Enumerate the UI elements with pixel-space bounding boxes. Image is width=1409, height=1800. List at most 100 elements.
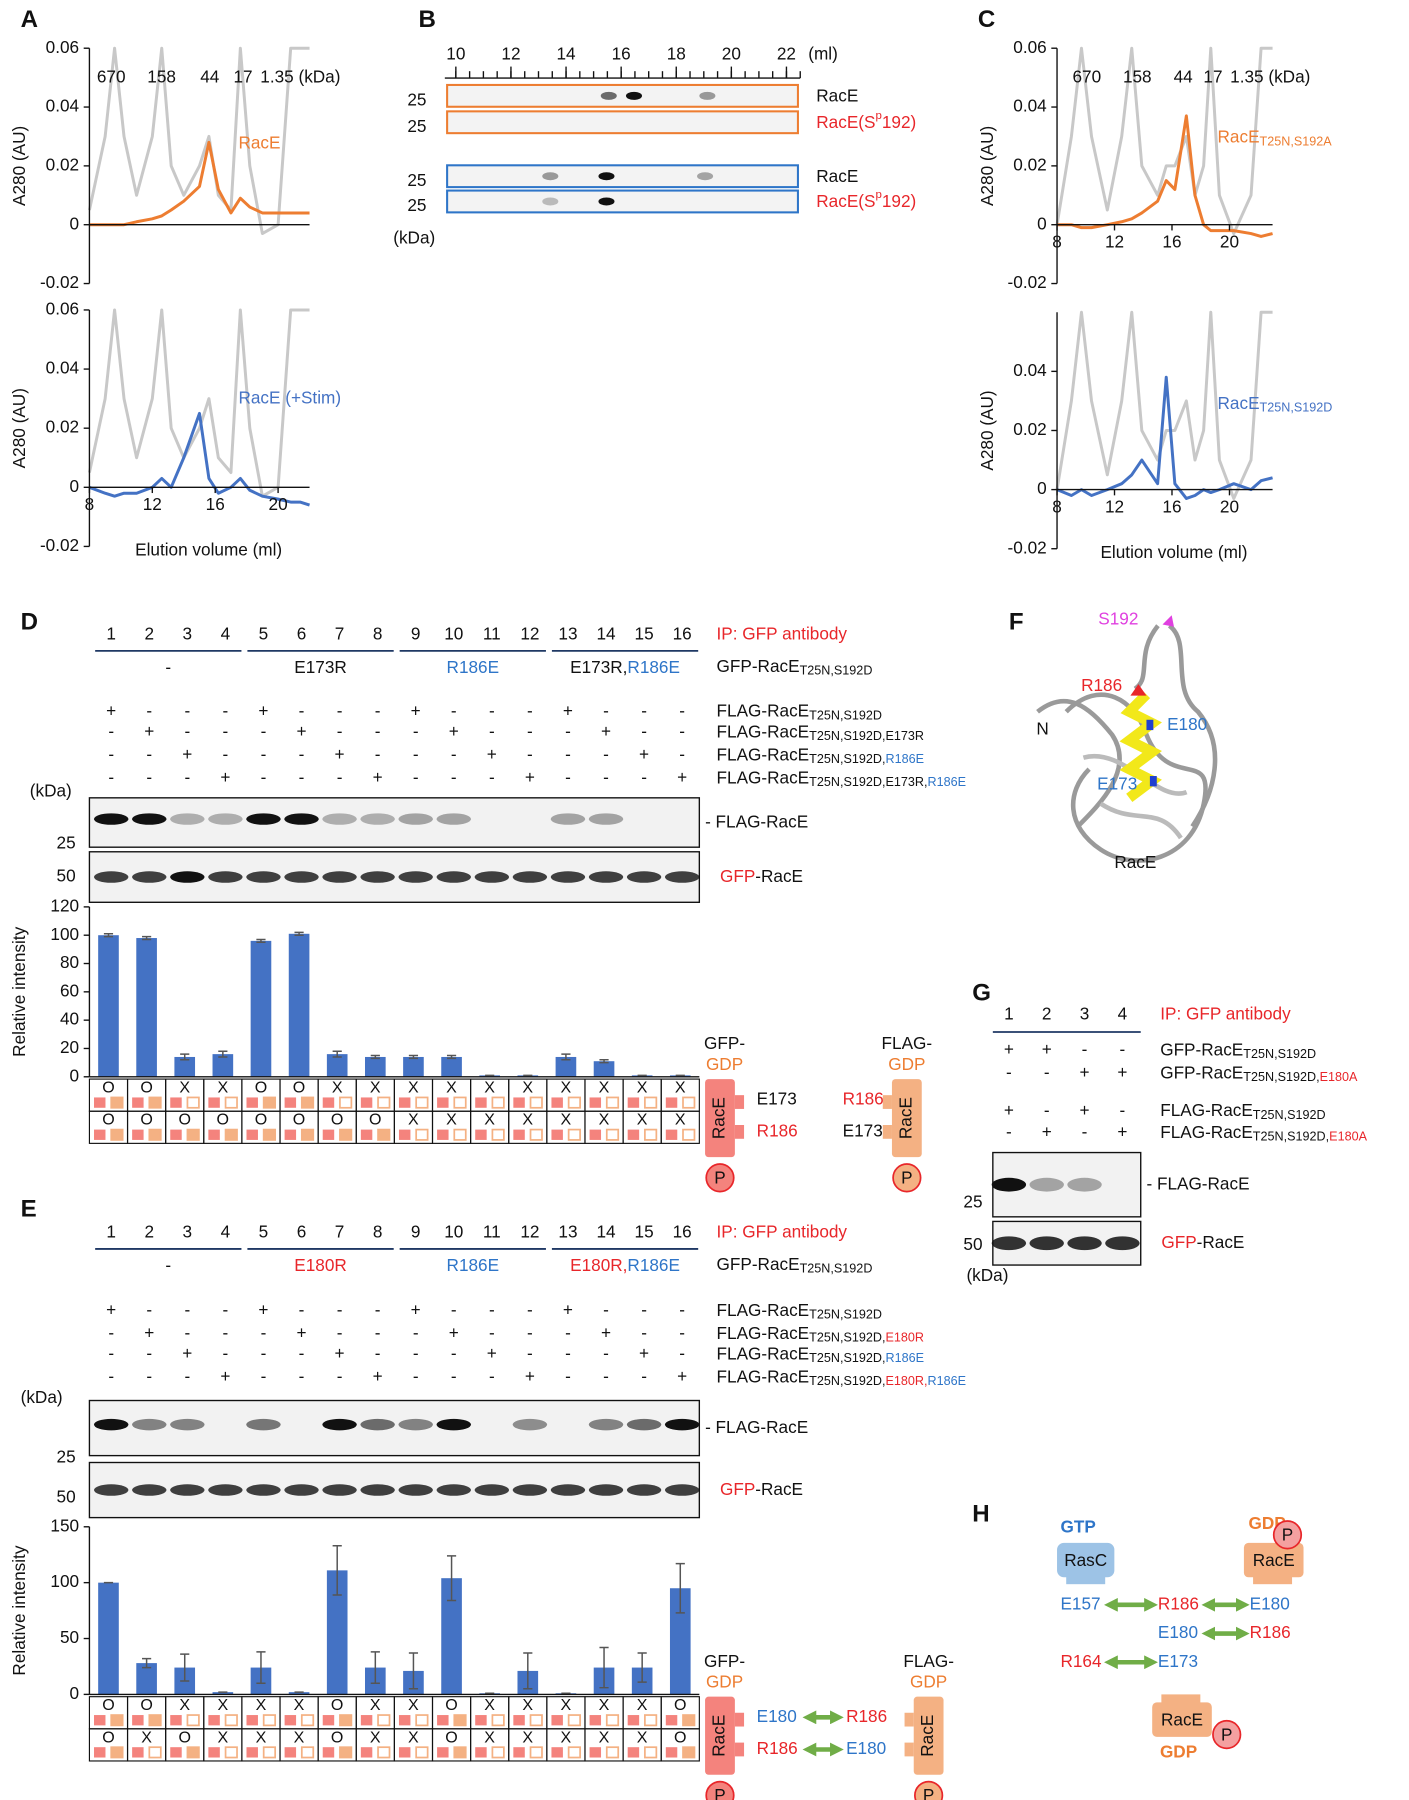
race-icon	[1161, 1694, 1201, 1704]
flag-label-part: R186E	[928, 1374, 967, 1388]
panel-label: B	[418, 6, 435, 33]
ruler-label: 12	[501, 44, 520, 64]
band	[512, 1484, 548, 1496]
bar	[174, 1056, 196, 1077]
lane-number: 6	[297, 1221, 307, 1241]
band	[1105, 1236, 1140, 1251]
structure-label: E173	[1097, 774, 1137, 794]
site-label: E173	[843, 1120, 883, 1140]
bar	[288, 933, 310, 1077]
band	[246, 871, 281, 883]
lane-number: 10	[444, 1221, 463, 1241]
table-mark: X	[522, 1111, 533, 1129]
table-mark: X	[217, 1696, 228, 1714]
lane-label-part: 192)	[882, 191, 916, 211]
cell-icon	[322, 1097, 335, 1108]
lane-number: 5	[259, 623, 269, 643]
sign: -	[565, 744, 571, 764]
sign: -	[641, 721, 647, 741]
y-axis-label: Relative intensity	[9, 926, 29, 1056]
cell-icon	[186, 1746, 200, 1759]
flag-label: FLAG-RacET25N,S192D,R186E	[717, 1343, 924, 1365]
error-bar	[637, 1652, 647, 1683]
construct-label-part: T25N,S192D,	[1243, 1070, 1319, 1084]
panel-label: F	[1009, 609, 1024, 636]
series-label: RacE	[238, 132, 280, 152]
residue-label: E180	[1250, 1593, 1290, 1613]
mw-marker: 25	[57, 1446, 76, 1466]
band	[512, 1418, 548, 1431]
blot-label-part: -RacE	[1197, 1232, 1245, 1252]
cell-icon	[567, 1128, 581, 1141]
site-label: E180	[757, 1706, 797, 1726]
x-tick-label: 8	[85, 494, 95, 514]
blot-label: GFP-RacE	[720, 1479, 803, 1499]
cell-icon	[437, 1715, 449, 1726]
flag-label-part: T25N,S192D	[809, 709, 882, 723]
sign: -	[641, 700, 647, 720]
band	[208, 871, 243, 883]
y-tick-label: 80	[60, 952, 79, 972]
structure-part	[1099, 801, 1183, 840]
table-mark: X	[446, 1079, 457, 1097]
mw-marker: 25	[407, 195, 426, 215]
band	[436, 1418, 471, 1431]
blot-label: - FLAG-RacE	[1146, 1173, 1249, 1193]
construct-label-part: GFP-RacE	[1160, 1062, 1243, 1082]
series-label-part: RacE	[238, 132, 280, 152]
ruler-unit: (ml)	[808, 44, 838, 64]
cell-icon	[208, 1715, 220, 1726]
lane-label-part: RacE	[816, 85, 858, 105]
sign: +	[411, 1300, 421, 1320]
helix-marks-part	[1130, 684, 1147, 696]
table-mark: O	[255, 1111, 267, 1129]
sign: -	[299, 1343, 305, 1363]
cell-icon	[339, 1746, 353, 1759]
cell-icon	[415, 1096, 429, 1109]
trace	[87, 46, 310, 236]
cell-icon	[148, 1128, 162, 1141]
sign: -	[375, 1300, 381, 1320]
sign: +	[106, 700, 116, 720]
legend-label: FLAG-	[903, 1651, 954, 1671]
error-bar	[446, 1555, 457, 1602]
series-label: RacET25N,S192A	[1218, 126, 1333, 148]
cell-icon	[513, 1715, 525, 1726]
mw-marker: 50	[963, 1234, 982, 1254]
lane-label-part: 192)	[882, 111, 916, 131]
sign: -	[184, 1322, 190, 1342]
sign: -	[451, 744, 457, 764]
protein-label: RasC	[1064, 1550, 1107, 1570]
construct-label-part: FLAG-RacE	[1160, 1100, 1253, 1120]
sign: +	[1117, 1062, 1127, 1082]
sign: +	[1080, 1100, 1090, 1120]
sign: +	[411, 700, 421, 720]
cell-icon	[644, 1746, 658, 1759]
sign: -	[451, 700, 457, 720]
mw-marker: 25	[963, 1192, 982, 1212]
group-label: E173R,R186E	[570, 657, 680, 677]
cell-icon	[491, 1746, 505, 1759]
table-mark: X	[408, 1696, 419, 1714]
cell-icon	[682, 1096, 696, 1109]
band	[170, 1418, 205, 1431]
cell-icon	[513, 1129, 525, 1140]
cell-icon	[453, 1096, 467, 1109]
band	[1067, 1236, 1102, 1251]
band	[542, 197, 559, 206]
band	[322, 1484, 357, 1496]
sign: -	[451, 1343, 457, 1363]
series-label: RacE (+Stim)	[238, 387, 341, 407]
sign: -	[451, 1366, 457, 1386]
cell-icon	[170, 1129, 182, 1140]
lane-number: 13	[558, 1221, 577, 1241]
y-axis-label: A280 (AU)	[977, 390, 997, 470]
site-label: R186	[757, 1738, 798, 1758]
trace	[89, 140, 310, 227]
bar	[250, 940, 272, 1077]
sign: -	[337, 1366, 343, 1386]
cell-icon	[284, 1747, 297, 1758]
table-mark: X	[637, 1111, 648, 1129]
lane-label: RacE(Sp192)	[816, 189, 916, 210]
